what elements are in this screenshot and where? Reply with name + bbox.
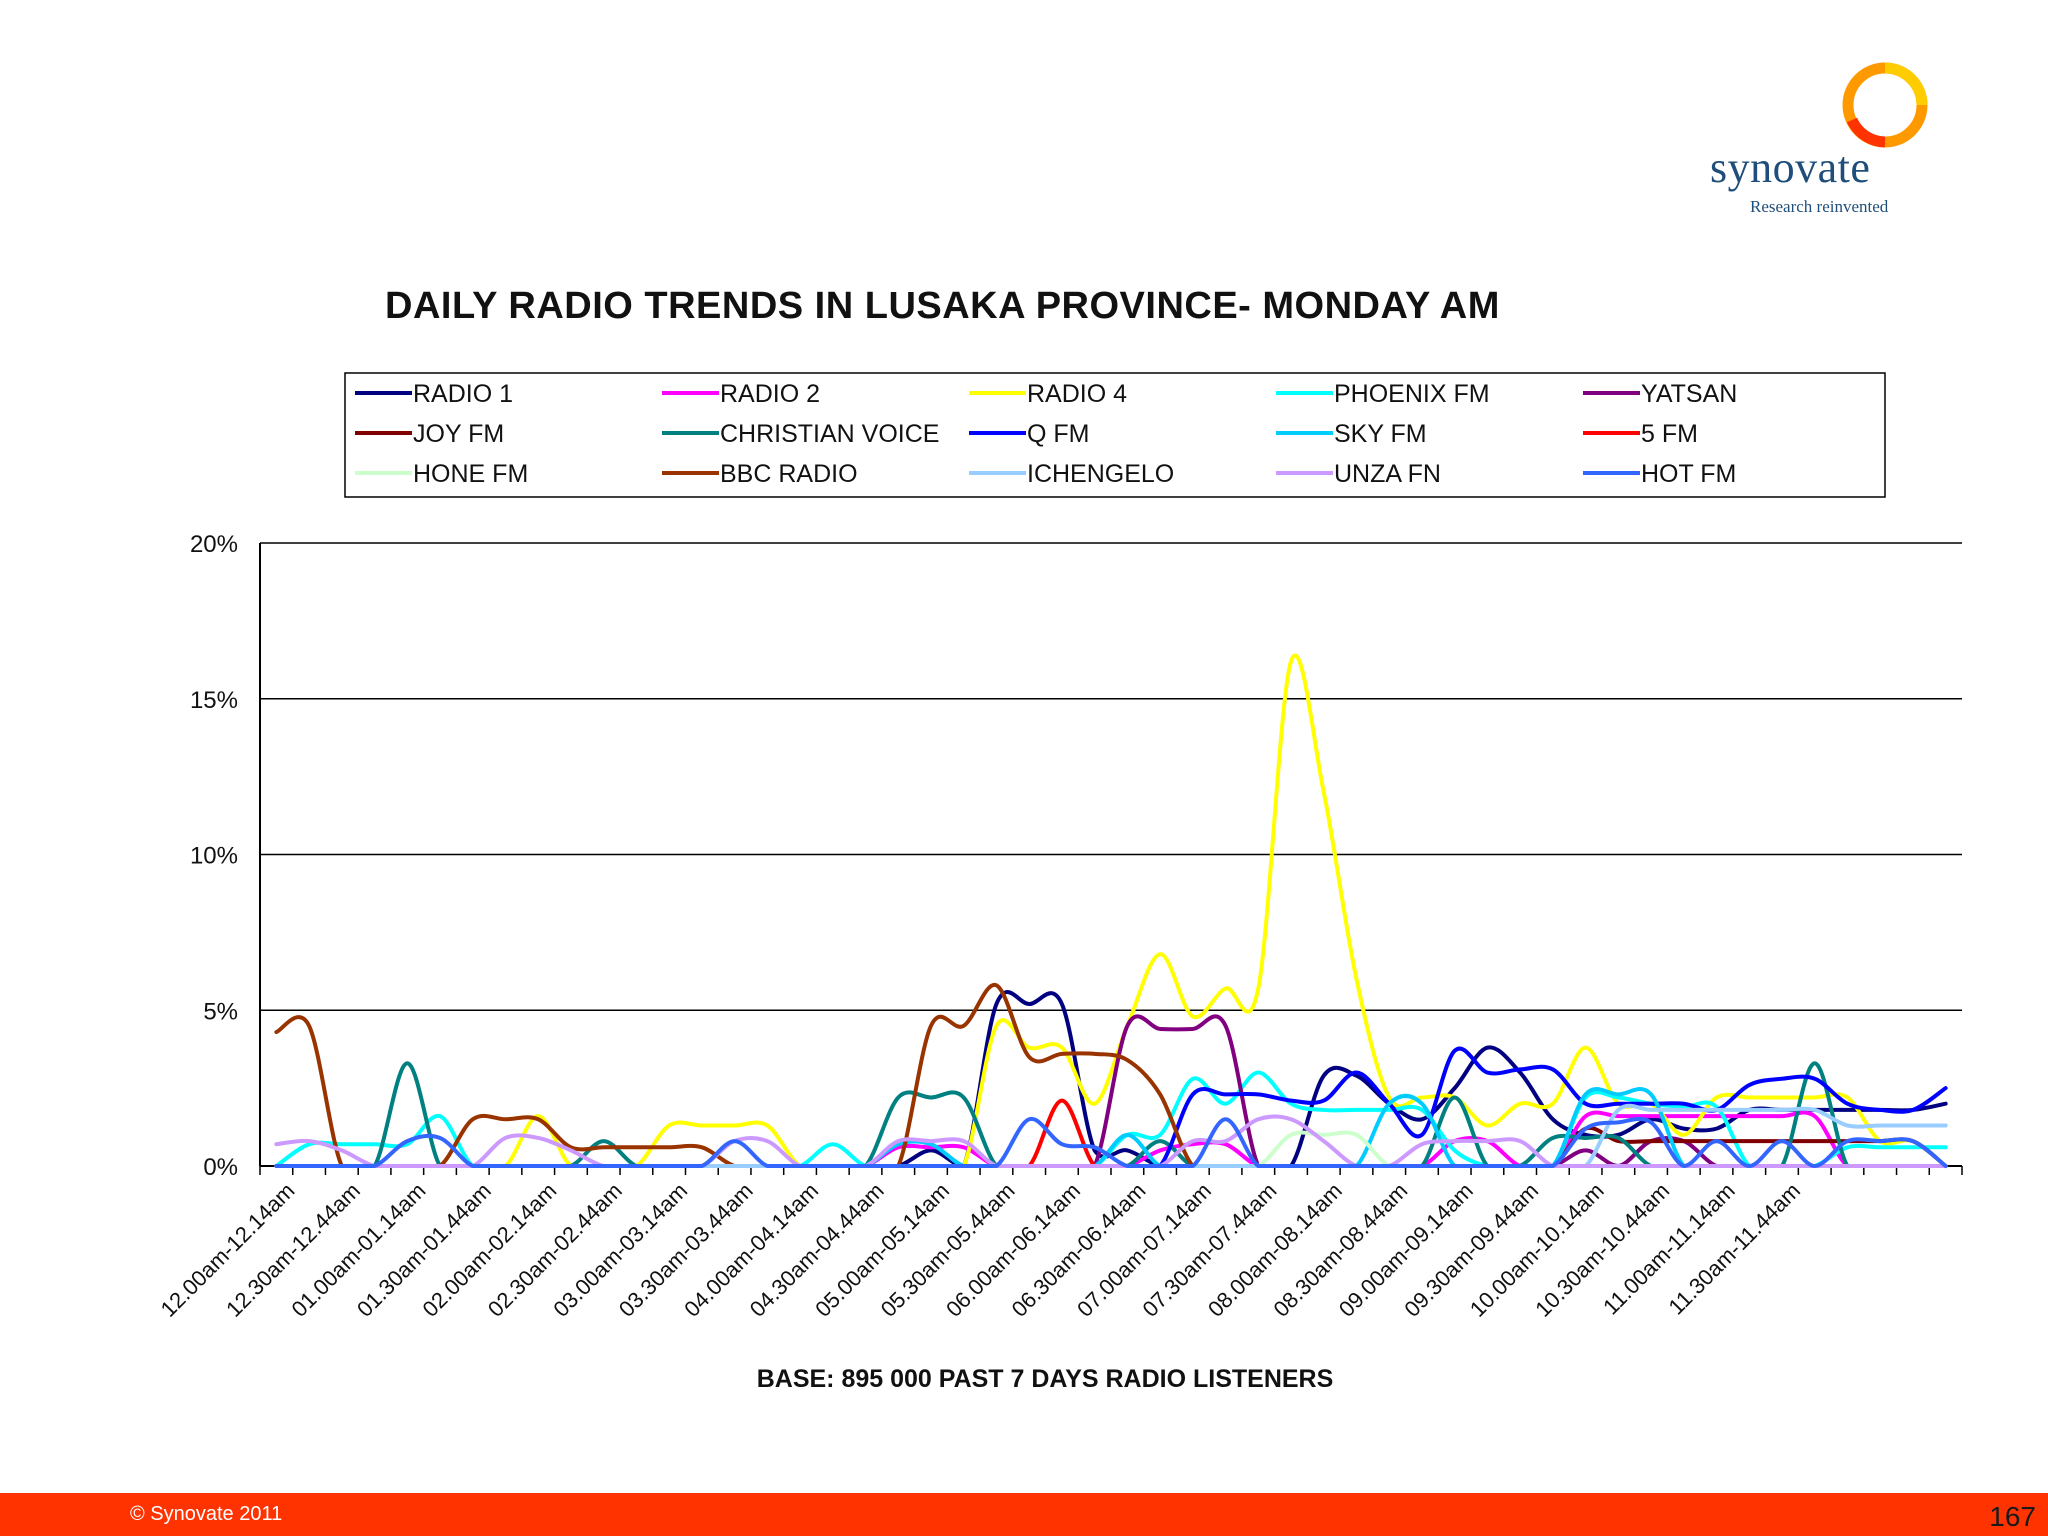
y-tick-label: 0% <box>203 1154 238 1181</box>
legend-label: PHOENIX FM <box>1334 380 1490 408</box>
chart-title: DAILY RADIO TRENDS IN LUSAKA PROVINCE- M… <box>385 285 1500 327</box>
synovate-ring-icon <box>1842 62 1928 148</box>
series-line-hot-fm <box>274 1116 1948 1168</box>
y-tick-label: 15% <box>190 687 238 714</box>
y-tick-label: 10% <box>190 843 238 870</box>
legend-label: BBC RADIO <box>720 460 858 488</box>
legend-label: 5 FM <box>1641 420 1698 448</box>
legend-label: RADIO 4 <box>1027 380 1127 408</box>
series-line-yatsan <box>274 1014 1948 1168</box>
y-tick-label: 5% <box>203 998 238 1025</box>
x-axis-label: BASE: 895 000 PAST 7 DAYS RADIO LISTENER… <box>757 1365 1334 1393</box>
synovate-wordmark: synovate <box>1710 143 1871 192</box>
legend-label: ICHENGELO <box>1027 460 1174 488</box>
synovate-logo: synovate Research reinvented <box>1700 60 1940 230</box>
legend-label: UNZA FN <box>1334 460 1441 488</box>
page-number: 167 <box>1989 1501 2036 1532</box>
legend-label: JOY FM <box>413 420 504 448</box>
legend-label: CHRISTIAN VOICE <box>720 420 939 448</box>
legend-label: YATSAN <box>1641 380 1737 408</box>
legend-label: Q FM <box>1027 420 1090 448</box>
line-chart: 0%5%10%15%20%12.00am-12.14am12.30am-12.4… <box>156 372 1963 1393</box>
legend-label: HONE FM <box>413 460 528 488</box>
footer-bar: © Synovate 2011 167 <box>0 1493 2048 1536</box>
synovate-tagline: Research reinvented <box>1750 197 1889 216</box>
legend-label: SKY FM <box>1334 420 1427 448</box>
series-line-unza-fn <box>274 1114 1948 1168</box>
legend-label: RADIO 1 <box>413 380 513 408</box>
y-tick-label: 20% <box>190 531 238 558</box>
legend-label: HOT FM <box>1641 460 1736 488</box>
copyright-text: © Synovate 2011 <box>130 1503 283 1525</box>
legend-label: RADIO 2 <box>720 380 820 408</box>
